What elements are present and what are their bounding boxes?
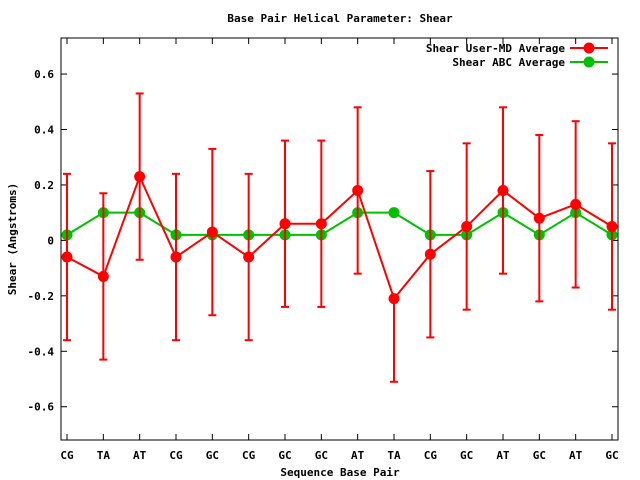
y-tick-label: 0.2 — [34, 179, 54, 192]
data-point — [98, 271, 109, 282]
series-layer — [62, 93, 618, 381]
x-tick-label: GC — [533, 449, 546, 462]
x-tick-label: CG — [169, 449, 183, 462]
y-tick-label: -0.4 — [28, 345, 55, 358]
x-axis-ticks: CG TA AT CG GC CG GC GC AT TA CG GC AT GC AT GC — [60, 38, 618, 462]
x-tick-label: CG — [60, 449, 74, 462]
x-tick-label: CG — [424, 449, 438, 462]
data-point — [534, 213, 545, 224]
data-point — [243, 252, 254, 263]
legend-marker-1 — [584, 57, 595, 68]
data-point — [134, 171, 145, 182]
x-tick-label: AT — [133, 449, 147, 462]
chart-title: Base Pair Helical Parameter: Shear — [227, 12, 453, 25]
y-tick-label: 0.4 — [34, 123, 54, 136]
y-tick-label: -0.2 — [28, 290, 55, 303]
x-tick-label: AT — [351, 449, 365, 462]
data-point — [389, 293, 400, 304]
x-tick-label: TA — [387, 449, 401, 462]
series-line — [67, 177, 612, 299]
data-point — [570, 199, 581, 210]
x-tick-label: TA — [97, 449, 111, 462]
data-point — [352, 185, 363, 196]
y-tick-label: -0.6 — [28, 401, 55, 414]
series-line — [67, 213, 612, 235]
data-point — [316, 218, 327, 229]
data-point — [62, 252, 73, 263]
x-tick-label: GC — [460, 449, 473, 462]
legend-marker-0 — [584, 43, 595, 54]
y-tick-label: 0.6 — [34, 68, 54, 81]
x-tick-label: GC — [278, 449, 291, 462]
legend-label-abc: Shear ABC Average — [452, 56, 565, 69]
data-point — [207, 227, 218, 238]
legend-label-user-md: Shear User-MD Average — [426, 42, 565, 55]
data-point — [461, 221, 472, 232]
x-tick-label: GC — [605, 449, 618, 462]
series-user-md — [62, 93, 618, 381]
y-tick-label: 0 — [47, 234, 54, 247]
data-point — [389, 207, 400, 218]
x-axis-label: Sequence Base Pair — [280, 466, 400, 479]
data-point — [425, 249, 436, 260]
x-tick-label: AT — [496, 449, 510, 462]
x-tick-label: GC — [206, 449, 219, 462]
x-tick-label: AT — [569, 449, 583, 462]
series-abc — [62, 207, 618, 240]
plot-frame — [61, 38, 618, 440]
data-point — [171, 252, 182, 263]
y-axis-label: Shear (Angstroms) — [6, 183, 19, 296]
legend: Shear User-MD Average Shear ABC Average — [426, 42, 608, 69]
data-point — [498, 185, 509, 196]
x-tick-label: GC — [315, 449, 328, 462]
data-point — [607, 221, 618, 232]
data-point — [280, 218, 291, 229]
x-tick-label: CG — [242, 449, 256, 462]
